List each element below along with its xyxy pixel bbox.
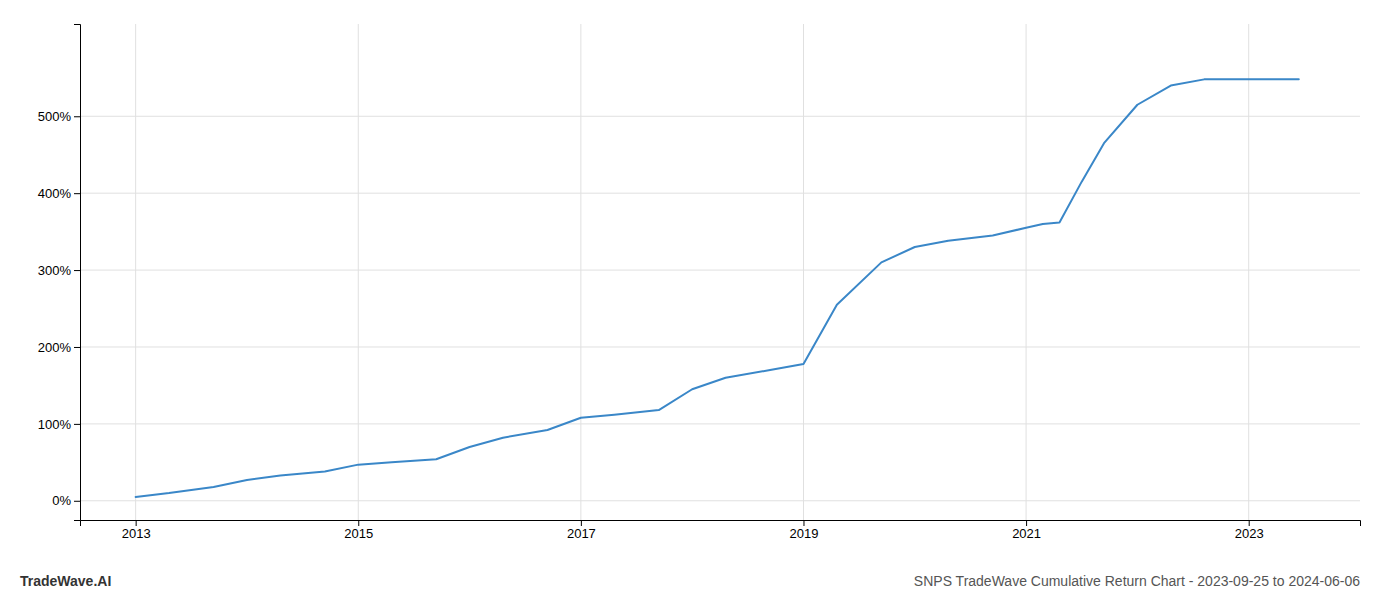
y-tick: 0% (52, 493, 80, 508)
y-tick-mark (74, 193, 80, 194)
x-tick-mark (803, 520, 804, 526)
y-tick-label: 0% (52, 493, 71, 508)
y-grid-line (80, 270, 1360, 271)
x-grid-line (803, 24, 804, 520)
x-tick: 2019 (790, 520, 819, 541)
x-grid-line (1248, 24, 1249, 520)
y-axis-line (74, 25, 81, 521)
x-tick-mark (1026, 520, 1027, 526)
y-grid-line (80, 346, 1360, 347)
x-grid-line (358, 24, 359, 520)
y-tick-mark (74, 347, 80, 348)
y-grid-line (80, 423, 1360, 424)
chart: 2013 2015 2017 2019 2021 2023 0% 100% 200% 300% 40… (0, 0, 1400, 600)
plot-area (136, 79, 1299, 497)
line (136, 79, 1299, 497)
y-tick-label: 500% (38, 109, 72, 124)
y-tick-label: 400% (38, 186, 72, 201)
grid (80, 24, 1360, 520)
x-tick-mark (136, 520, 137, 526)
y-axis: 0% 100% 200% 300% 400% 500% (38, 25, 81, 521)
x-tick-label: 2023 (1235, 526, 1264, 541)
x-tick-label: 2013 (122, 526, 151, 541)
x-tick-mark (581, 520, 582, 526)
y-tick-mark (74, 116, 80, 117)
x-tick-label: 2019 (790, 526, 819, 541)
y-tick-label: 100% (38, 417, 72, 432)
y-tick-label: 200% (38, 340, 72, 355)
x-grid-line (1026, 24, 1027, 520)
y-tick: 500% (38, 109, 80, 124)
x-grid-line (135, 24, 136, 520)
title: SNPS TradeWave Cumulative Return Chart -… (914, 573, 1360, 589)
x-tick-label: 2015 (344, 526, 373, 541)
y-tick-label: 300% (38, 263, 72, 278)
annotation: TradeWave.AI (20, 573, 111, 589)
x-tick-label: 2017 (567, 526, 596, 541)
x-tick: 2023 (1235, 520, 1264, 541)
y-grid-line (80, 500, 1360, 501)
y-tick-mark (74, 270, 80, 271)
y-tick: 100% (38, 417, 80, 432)
y-grid-line (80, 193, 1360, 194)
x-tick: 2015 (344, 520, 373, 541)
x-tick-mark (358, 520, 359, 526)
x-grid-line (580, 24, 581, 520)
x-tick: 2017 (567, 520, 596, 541)
x-tick-label: 2021 (1012, 526, 1041, 541)
x-tick: 2021 (1012, 520, 1041, 541)
y-tick-mark (74, 501, 80, 502)
y-tick: 200% (38, 340, 80, 355)
y-tick: 300% (38, 263, 80, 278)
y-tick: 400% (38, 186, 80, 201)
x-axis-line (81, 521, 1361, 527)
x-axis: 2013 2015 2017 2019 2021 2023 (81, 520, 1361, 541)
x-tick-mark (1249, 520, 1250, 526)
x-tick: 2013 (122, 520, 151, 541)
y-grid-line (80, 116, 1360, 117)
y-tick-mark (74, 424, 80, 425)
